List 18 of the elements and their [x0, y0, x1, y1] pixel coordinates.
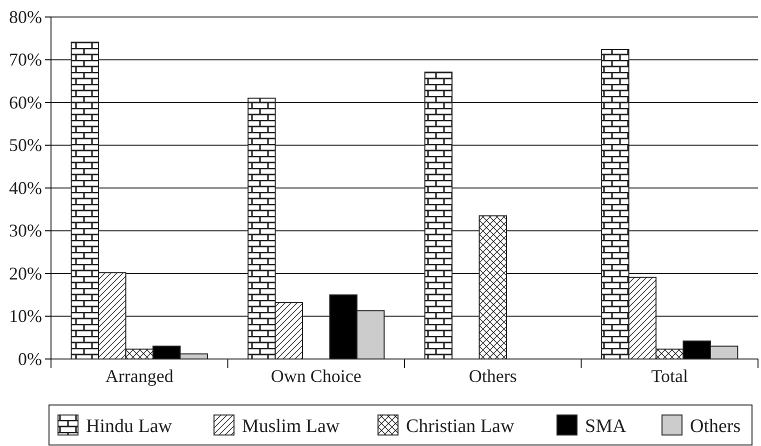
x-tick-label: Total [651, 366, 688, 386]
y-tick-label: 30% [9, 220, 42, 241]
legend-label: SMA [585, 416, 626, 437]
y-tick-label: 40% [9, 178, 42, 198]
legend-label: Muslim Law [242, 416, 340, 437]
legend-label: Others [690, 416, 741, 437]
y-tick-label: 20% [9, 263, 42, 284]
y-tick-label: 80% [9, 6, 42, 27]
y-tick-label: 70% [9, 50, 42, 70]
y-tick-label: 50% [9, 135, 42, 156]
y-tick-label: 0% [18, 348, 42, 369]
legend-label: Hindu Law [86, 416, 172, 437]
y-tick-label: 10% [9, 306, 42, 326]
x-tick-label: Arranged [105, 366, 174, 386]
x-tick-label: Own Choice [270, 366, 362, 386]
legend-label: Christian Law [406, 416, 514, 437]
y-tick-label: 60% [9, 92, 42, 112]
x-tick-label: Others [468, 366, 517, 386]
